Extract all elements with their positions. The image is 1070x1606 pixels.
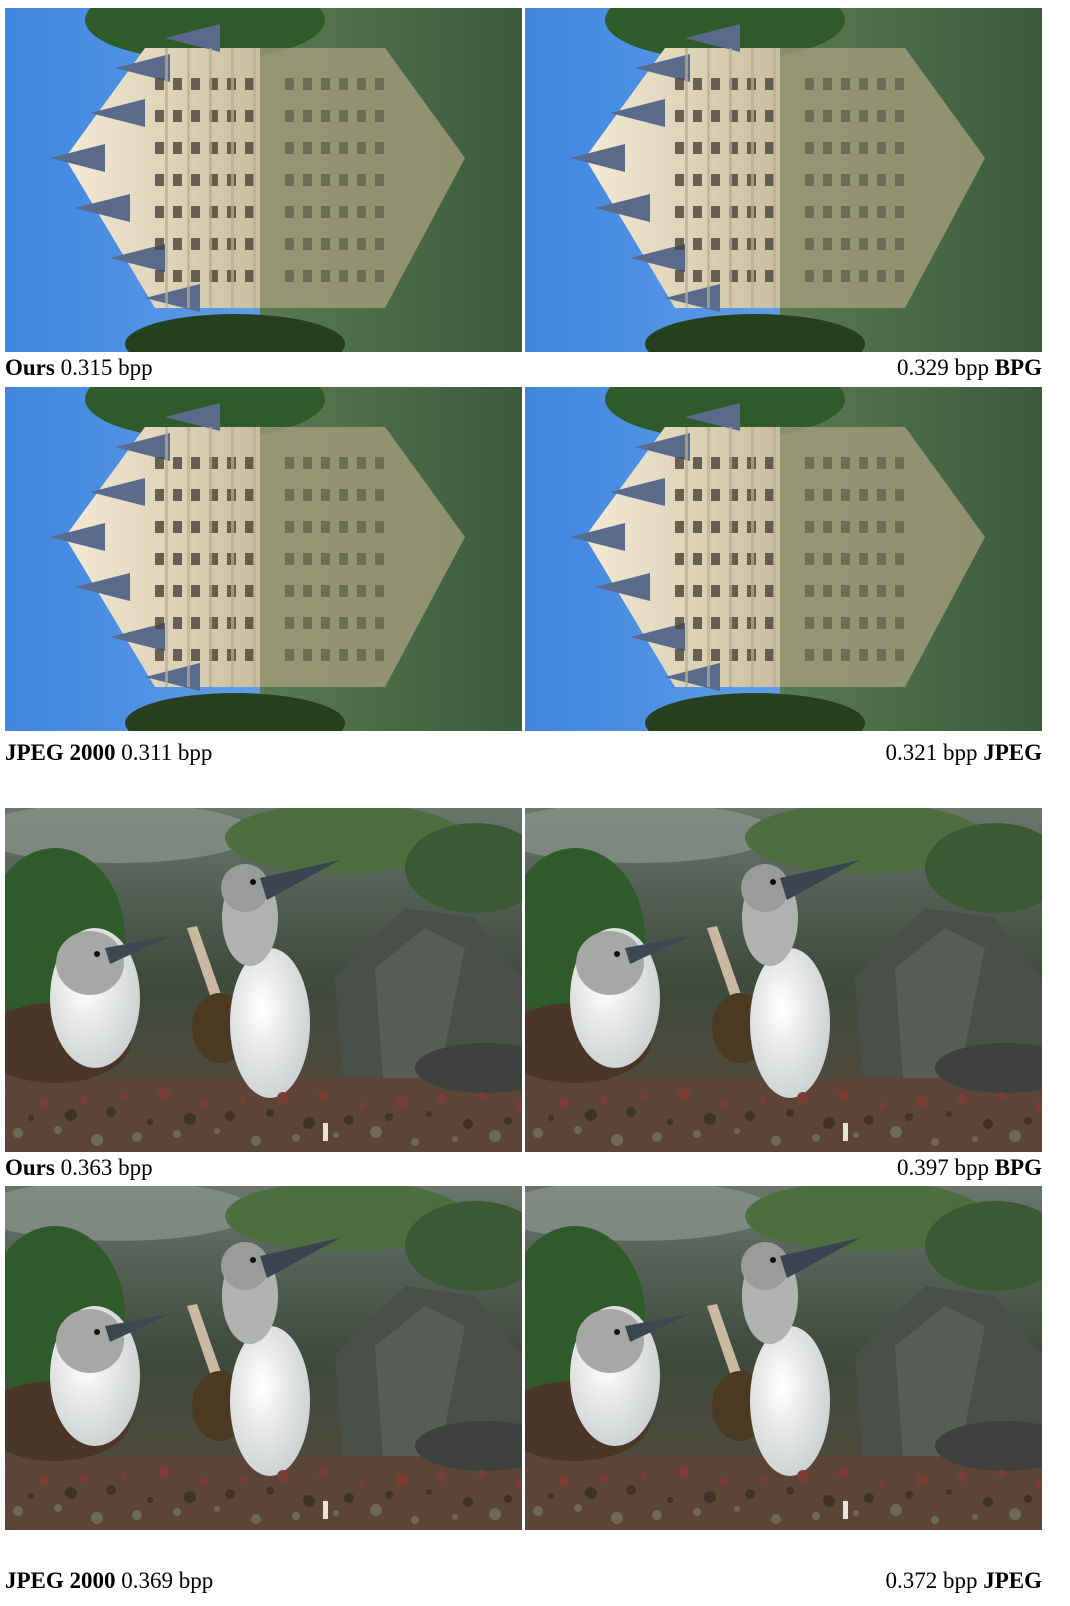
birds-image-jpeg [525,1186,1042,1530]
caption-castle-jpeg: 0.321 bpp JPEG [885,740,1042,766]
castle-image-jpeg [525,387,1042,731]
caption-method: BPG [994,1155,1042,1180]
caption-castle-bpg: 0.329 bpp BPG [897,355,1042,381]
caption-bpp: 0.397 bpp [896,1155,989,1180]
caption-method: JPEG 2000 [5,1568,116,1593]
caption-bpp: 0.311 bpp [121,740,213,765]
caption-method: Ours [5,355,55,380]
caption-method: JPEG [983,1568,1042,1593]
castle-image-bpg [525,8,1042,352]
caption-birds-jpeg: 0.372 bpp JPEG [885,1568,1042,1594]
birds-image-bpg [525,808,1042,1152]
birds-image-jpeg2000 [5,1186,522,1530]
caption-bpp: 0.372 bpp [885,1568,978,1593]
caption-birds-bpg: 0.397 bpp BPG [897,1155,1042,1181]
caption-birds-jpeg2000: JPEG 2000 0.369 bpp [5,1568,213,1594]
caption-birds-ours: Ours 0.363 bpp [5,1155,153,1181]
caption-bpp: 0.363 bpp [60,1155,153,1180]
castle-image-ours [5,8,522,352]
caption-castle-jpeg2000: JPEG 2000 0.311 bpp [5,740,212,766]
caption-method: JPEG 2000 [5,740,116,765]
castle-image-jpeg2000 [5,387,522,731]
caption-bpp: 0.369 bpp [121,1568,214,1593]
birds-image-ours [5,808,522,1152]
caption-bpp: 0.315 bpp [60,355,153,380]
caption-method: Ours [5,1155,55,1180]
caption-method: JPEG [983,740,1042,765]
caption-castle-ours: Ours 0.315 bpp [5,355,153,381]
caption-bpp: 0.329 bpp [896,355,989,380]
caption-method: BPG [994,355,1042,380]
caption-bpp: 0.321 bpp [885,740,978,765]
